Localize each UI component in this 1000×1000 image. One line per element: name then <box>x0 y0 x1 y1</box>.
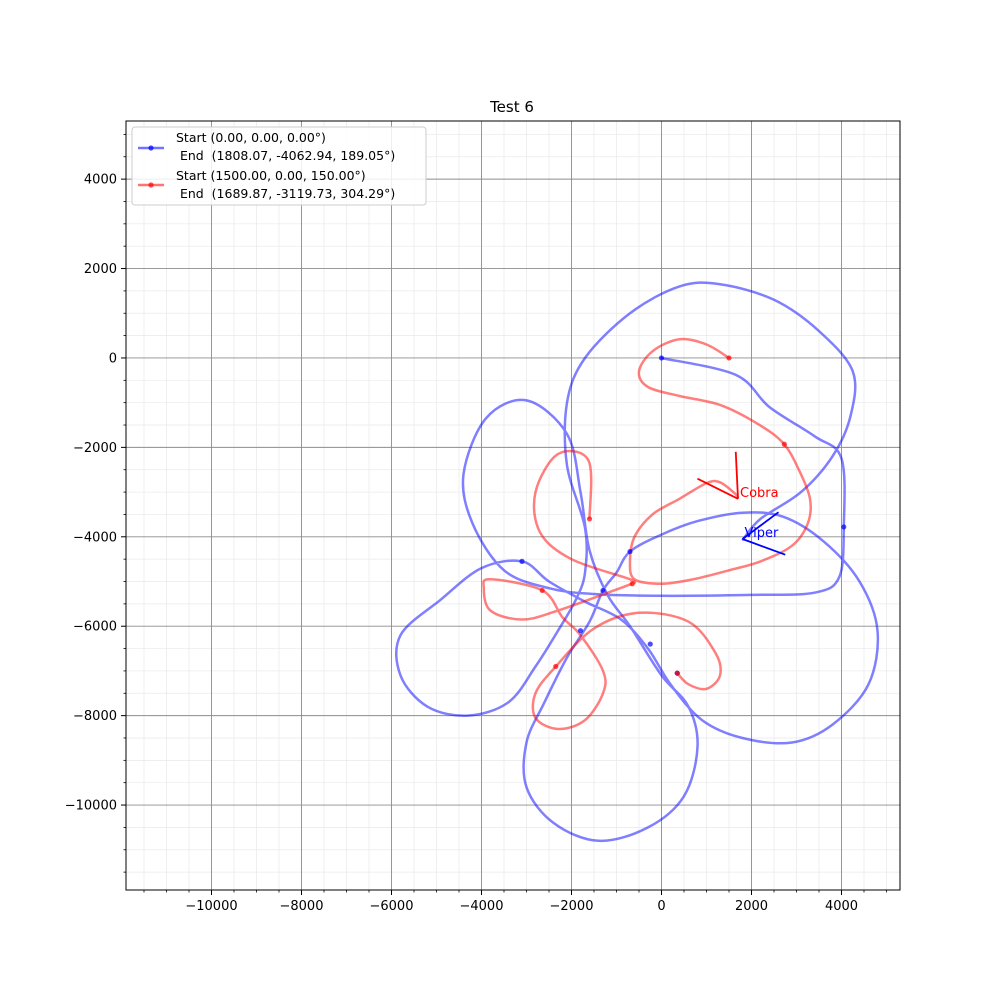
red-marker <box>674 670 680 676</box>
blue-marker <box>577 628 584 634</box>
cobra-label: Cobra <box>740 486 779 501</box>
axes-background <box>126 121 900 890</box>
red-marker <box>586 516 593 522</box>
red-trajectory <box>628 337 813 585</box>
blue-marker <box>519 558 525 564</box>
plot-area: Cobra Viper <box>125 120 901 891</box>
viper-heading-line <box>741 511 780 540</box>
chart-title: Test 6 <box>489 98 534 116</box>
red-trajectory-segment <box>532 449 637 585</box>
red-marker <box>539 587 545 594</box>
blue-marker <box>841 524 847 530</box>
y-tick-label: −6000 <box>73 620 117 635</box>
cobra-heading-line <box>734 451 739 499</box>
red-trajectory-segment <box>482 578 722 731</box>
legend-box <box>131 126 427 206</box>
x-tick-label: 0 <box>657 899 665 914</box>
blue-marker <box>647 641 653 647</box>
x-tick-label: −8000 <box>280 899 324 914</box>
legend-marker-blue <box>148 145 154 151</box>
y-tick-label: −2000 <box>73 441 117 456</box>
major-grid <box>126 121 900 890</box>
x-tick-label: −2000 <box>550 899 594 914</box>
legend-label-blue-line1: Start (0.00, 0.00, 0.00°) <box>176 130 326 145</box>
y-tick-label: −4000 <box>73 530 117 545</box>
blue-marker <box>658 355 665 361</box>
x-tick-label: −10000 <box>185 899 237 914</box>
x-tick-label: −4000 <box>460 899 504 914</box>
y-tick-label: −10000 <box>65 799 117 814</box>
y-tick-label: 0 <box>109 351 117 366</box>
annotation-layer: Cobra Viper <box>697 451 786 556</box>
y-tick-label: −8000 <box>73 709 117 724</box>
red-marker <box>553 663 559 670</box>
red-marker <box>726 355 732 361</box>
blue-marker <box>600 587 606 594</box>
viper-label: Viper <box>745 526 779 541</box>
y-tick-label: 2000 <box>84 262 117 277</box>
red-marker <box>629 581 635 587</box>
x-axis-ticks: −10000 −8000 −6000 −4000 −2000 0 2000 4000 <box>143 890 887 914</box>
cobra-heading-line <box>697 477 739 500</box>
y-axis-ticks: 4000 2000 0 −2000 −4000 −6000 −8000 −10000 <box>65 134 126 873</box>
x-tick-label: 2000 <box>735 899 768 914</box>
x-tick-label: −6000 <box>370 899 414 914</box>
legend-label-blue-line2: End (1808.07, -4062.94, 189.05°) <box>176 148 395 163</box>
blue-marker <box>627 548 633 555</box>
axes-frame <box>125 120 901 891</box>
viper-heading-line <box>742 538 786 556</box>
red-marker <box>781 441 787 447</box>
series-layer <box>395 281 880 843</box>
y-tick-label: 4000 <box>84 173 117 188</box>
legend: Start (0.00, 0.00, 0.00°) End (1808.07, … <box>131 126 427 206</box>
x-tick-label: 4000 <box>825 899 858 914</box>
legend-label-red-line1: Start (1500.00, 0.00, 150.00°) <box>176 168 366 183</box>
legend-marker-red <box>148 182 154 188</box>
blue-trajectory <box>395 281 880 843</box>
legend-label-red-line2: End (1689.87, -3119.73, 304.29°) <box>176 186 395 201</box>
